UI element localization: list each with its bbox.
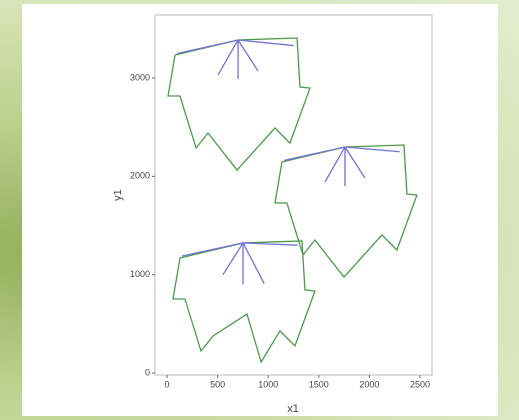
panel [22,4,498,416]
y-tick-label: 1000 [130,269,150,279]
x-tick-label: 2000 [359,379,379,389]
x-tick-label: 2500 [410,379,430,389]
x-tick-label: 500 [210,379,225,389]
y-tick-label: 2000 [130,171,150,181]
x-tick-label: 1000 [258,379,278,389]
x-axis-label: x1 [287,403,299,415]
x-tick-label: 0 [165,379,170,389]
y-axis-label: y1 [112,189,124,201]
page: x1 y1 050010001500200025000100020003000 … [0,0,519,420]
chart: x1 y1 0 500 1000 1500 2000 2500 0 1000 2000 3000 [0,0,519,420]
y-tick-label: 0 [145,367,150,377]
x-tick-label: 1500 [309,379,329,389]
y-tick-label: 3000 [130,72,150,82]
